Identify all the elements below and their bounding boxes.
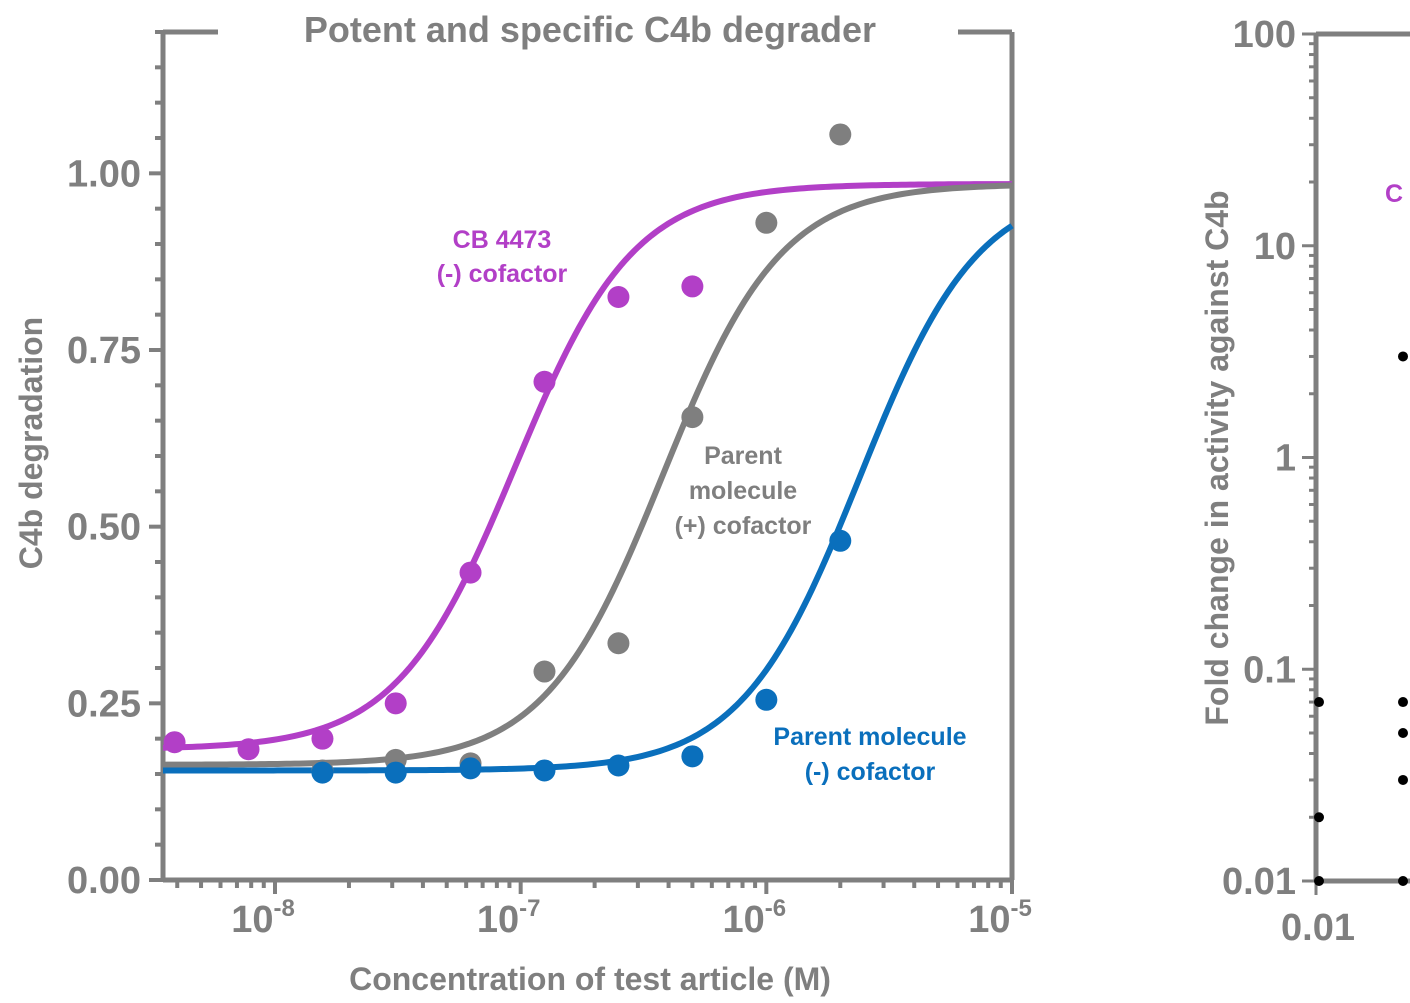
series-label-line: Parent molecule <box>773 723 966 751</box>
left-chart-title: Potent and specific C4b degrader <box>304 9 876 50</box>
right-y-tick-label: 100 <box>1233 14 1296 56</box>
tick-base: 10 <box>231 899 273 941</box>
right-data-point <box>1398 774 1408 785</box>
series-label-line: (-) cofactor <box>805 758 936 786</box>
data-point-parent_plus <box>829 123 852 146</box>
right-y-tick-label: 0.1 <box>1243 649 1296 691</box>
right-y-axis-title: Fold change in activity against C4b <box>1199 190 1235 725</box>
right-data-point <box>1314 812 1324 823</box>
left-y-tick-labels: 0.00 0.25 0.50 0.75 1.00 <box>67 153 141 902</box>
series-label-line: (-) cofactor <box>437 260 568 288</box>
data-point-parent_plus <box>681 406 704 429</box>
left-x-tick-label: 10-8 <box>231 895 295 941</box>
left-x-tick-label: 10-7 <box>477 895 541 941</box>
left-chart: Potent and specific C4b degrader 0.00 0.2… <box>13 9 1032 997</box>
data-point-cb4473 <box>237 738 260 761</box>
right-data-point <box>1398 727 1408 738</box>
data-point-parent_minus <box>384 761 407 784</box>
right-chart: 100 10 1 0.1 0.01 0.01 Fold change in activi… <box>1199 14 1410 949</box>
data-point-parent_minus <box>681 745 704 768</box>
tick-base: 10 <box>968 899 1010 941</box>
data-point-cb4473 <box>459 561 482 584</box>
tick-exponent: -8 <box>273 895 294 922</box>
data-point-parent_plus <box>533 660 556 683</box>
data-point-cb4473 <box>384 692 407 715</box>
left-y-tick-label: 1.00 <box>67 153 141 195</box>
tick-exponent: -6 <box>765 895 786 922</box>
right-data-point <box>1314 876 1324 886</box>
right-data-point <box>1398 351 1408 362</box>
left-y-tick-label: 0.00 <box>67 860 141 902</box>
series-label-parent_plus: Parent molecule (+) cofactor <box>675 442 812 540</box>
left-x-tick-label: 10-6 <box>723 895 787 941</box>
data-point-parent_minus <box>607 754 630 777</box>
series-label-line: (+) cofactor <box>675 512 812 540</box>
left-y-tick-label: 0.75 <box>67 330 141 372</box>
data-point-parent_minus <box>755 688 778 711</box>
right-y-tick-label: 0.01 <box>1222 861 1296 903</box>
left-y-axis-title: C4b degradation <box>13 317 49 569</box>
series-label-line: Parent <box>704 442 782 470</box>
data-point-parent_minus <box>533 759 556 782</box>
left-fit-curves <box>162 181 1014 774</box>
data-point-cb4473 <box>533 370 556 393</box>
right-x-tick-label: 0.01 <box>1281 907 1355 949</box>
right-data-point <box>1398 697 1408 708</box>
left-x-axis-title: Concentration of test article (M) <box>349 961 831 997</box>
right-y-tick-label: 10 <box>1254 226 1296 268</box>
data-point-cb4473 <box>681 275 704 298</box>
right-y-tick-label: 1 <box>1275 438 1296 480</box>
data-point-parent_minus <box>829 529 852 552</box>
fit-curve-parent_minus <box>163 223 1014 774</box>
series-label-parent_minus: Parent molecule (-) cofactor <box>773 723 966 786</box>
left-x-tick-labels: 10-8 10-7 10-6 10-5 <box>231 895 1032 941</box>
series-label-line: molecule <box>689 477 797 505</box>
tick-base: 10 <box>477 899 519 941</box>
left-data-points <box>163 123 852 784</box>
series-label-line: CB 4473 <box>453 226 552 254</box>
left-plot-frame <box>149 29 1015 894</box>
fit-curve-cb4473 <box>162 181 1013 751</box>
tick-exponent: -5 <box>1010 895 1031 922</box>
left-series-labels: CB 4473 (-) cofactor Parent molecule (+) cof… <box>437 226 967 786</box>
left-x-tick-label: 10-5 <box>968 895 1032 941</box>
left-y-tick-label: 0.50 <box>67 507 141 549</box>
series-label-cb4473: CB 4473 (-) cofactor <box>437 226 568 288</box>
right-data-points <box>1314 351 1408 886</box>
right-data-point <box>1314 697 1324 708</box>
right-data-point <box>1398 876 1408 886</box>
tick-base: 10 <box>723 899 765 941</box>
data-point-cb4473 <box>163 731 186 754</box>
data-point-cb4473 <box>311 727 334 750</box>
right-series-label: C <box>1385 180 1403 208</box>
left-y-tick-label: 0.25 <box>67 683 141 725</box>
data-point-cb4473 <box>607 286 630 308</box>
data-point-parent_plus <box>755 211 778 234</box>
right-plot-frame <box>1302 31 1410 895</box>
data-point-parent_minus <box>311 761 334 784</box>
data-point-parent_minus <box>459 757 482 780</box>
fit-curve-parent_plus <box>162 182 1013 768</box>
tick-exponent: -7 <box>519 895 540 922</box>
data-point-parent_plus <box>607 632 630 655</box>
right-y-tick-labels: 100 10 1 0.1 0.01 <box>1222 14 1296 903</box>
